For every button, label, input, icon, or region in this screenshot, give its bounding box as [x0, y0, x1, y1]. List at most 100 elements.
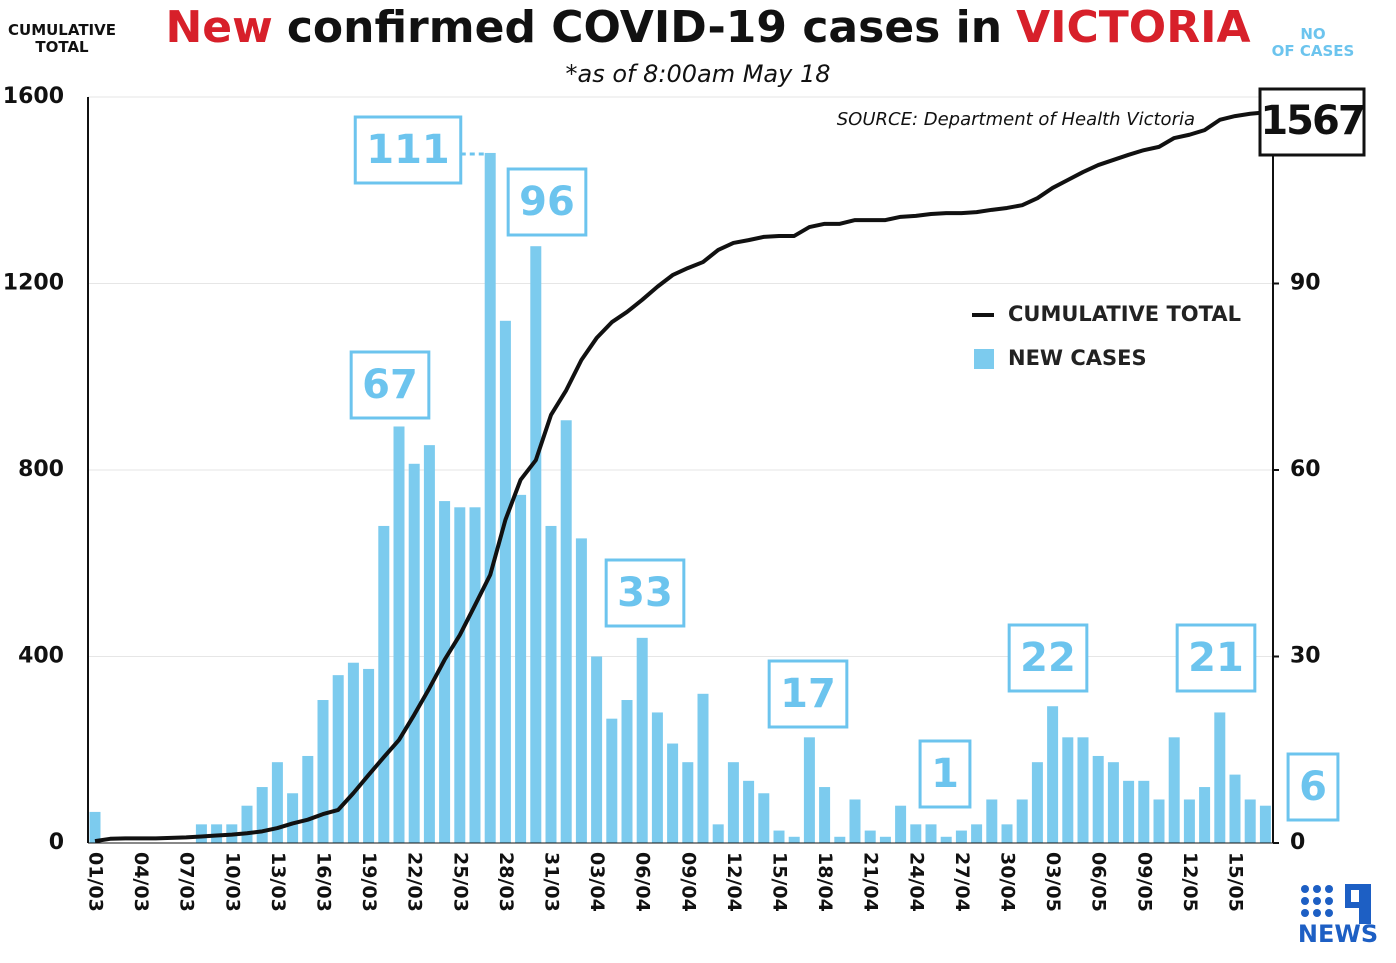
bar	[1016, 799, 1028, 843]
bar	[89, 811, 101, 843]
y-tick-label: 400	[18, 644, 64, 669]
x-tick-label: 09/04	[677, 852, 699, 912]
x-tick-label: 15/04	[769, 852, 791, 912]
x-tick-label: 30/04	[997, 852, 1019, 912]
y2-tick-label: 60	[1290, 457, 1321, 482]
axis-label: CUMULATIVE TOTAL	[8, 21, 116, 56]
x-tick-label: 28/03	[495, 852, 517, 912]
bar	[879, 836, 891, 843]
bar	[1031, 762, 1043, 843]
x-tick-label: 22/03	[404, 852, 426, 912]
annotation: 33	[604, 558, 686, 628]
x-tick-label: 13/03	[267, 852, 289, 912]
logo-text: NEWS	[1298, 920, 1378, 948]
x-tick-label: 21/04	[860, 852, 882, 912]
bar	[1259, 805, 1271, 843]
bar	[940, 836, 952, 843]
legend-swatch	[974, 349, 994, 369]
bar	[195, 824, 207, 843]
title-part: New	[165, 2, 272, 53]
x-tick-label: 09/05	[1133, 852, 1155, 912]
bar	[423, 445, 435, 843]
annotation-box	[604, 558, 686, 628]
bar	[1183, 799, 1195, 843]
bar	[530, 246, 542, 843]
y-tick-label: 800	[18, 457, 64, 482]
bar	[1001, 824, 1013, 843]
annotation-box	[1007, 623, 1089, 693]
logo: NEWS	[1298, 884, 1378, 948]
y-tick-label: 0	[49, 830, 64, 855]
bar	[636, 637, 648, 843]
bar	[317, 700, 329, 843]
bar	[1107, 762, 1119, 843]
bar	[575, 538, 587, 843]
bar	[1123, 780, 1135, 843]
annotation: 111	[353, 115, 485, 185]
annotation-box	[506, 167, 588, 237]
annotation-box	[353, 115, 463, 185]
bar	[667, 743, 679, 843]
bar	[332, 675, 344, 843]
bar	[1062, 737, 1074, 843]
x-tick-label: 31/03	[541, 852, 563, 912]
annotation-label: 17	[780, 671, 836, 717]
bar	[971, 824, 983, 843]
annotation-box	[918, 739, 972, 809]
annotation: 67	[349, 350, 431, 420]
y2-tick-label: 0	[1290, 830, 1305, 855]
subtitle: *as of 8:00am May 18	[566, 60, 831, 88]
bar	[302, 755, 314, 843]
bar	[651, 712, 663, 843]
x-tick-label: 15/05	[1225, 852, 1247, 912]
bar	[439, 501, 451, 843]
title-part: VICTORIA	[1016, 2, 1250, 53]
annotation: 96	[506, 167, 588, 237]
bar	[758, 793, 770, 843]
annotation-box	[767, 659, 849, 729]
bar	[895, 805, 907, 843]
x-tick-label: 19/03	[358, 852, 380, 912]
legend-label: NEW CASES	[1008, 346, 1147, 370]
annotation-label: 111	[366, 127, 450, 173]
bar	[515, 494, 527, 843]
bar	[773, 830, 785, 843]
legend-label: CUMULATIVE TOTAL	[1008, 302, 1241, 326]
annotation-label: 67	[362, 362, 418, 408]
x-tick-label: 16/03	[313, 852, 335, 912]
annotation-label: 33	[617, 570, 673, 616]
bar	[1077, 737, 1089, 843]
x-tick-label: 12/04	[723, 852, 745, 912]
x-tick-label: 06/04	[632, 852, 654, 912]
bar	[712, 824, 724, 843]
bar	[986, 799, 998, 843]
bar	[1229, 774, 1241, 843]
annotation: 17	[767, 659, 849, 729]
x-tick-label: 06/05	[1088, 852, 1110, 912]
total-box	[1258, 87, 1366, 157]
total-label: 1567	[1260, 98, 1363, 144]
annotation: 1	[918, 739, 972, 809]
y2-tick-label: 30	[1290, 644, 1321, 669]
bar	[697, 693, 709, 843]
bar	[925, 824, 937, 843]
x-tick-label: 03/05	[1042, 852, 1064, 912]
bar	[1199, 787, 1211, 843]
x-tick-label: 27/04	[951, 852, 973, 912]
total-callout: 1567	[1258, 87, 1366, 157]
annotation: 6	[1286, 752, 1340, 822]
bar	[499, 320, 511, 843]
x-tick-label: 04/03	[130, 852, 152, 912]
bar	[408, 463, 420, 843]
bar	[621, 700, 633, 843]
bar	[454, 507, 466, 843]
bar	[1138, 780, 1150, 843]
bar	[287, 793, 299, 843]
bar	[393, 426, 405, 843]
bar	[1047, 706, 1059, 843]
annotation-label: 21	[1188, 635, 1244, 681]
chart-title: New confirmed COVID-19 cases in VICTORIA	[165, 2, 1250, 53]
x-tick-label: 03/04	[586, 852, 608, 912]
bar	[347, 662, 359, 843]
